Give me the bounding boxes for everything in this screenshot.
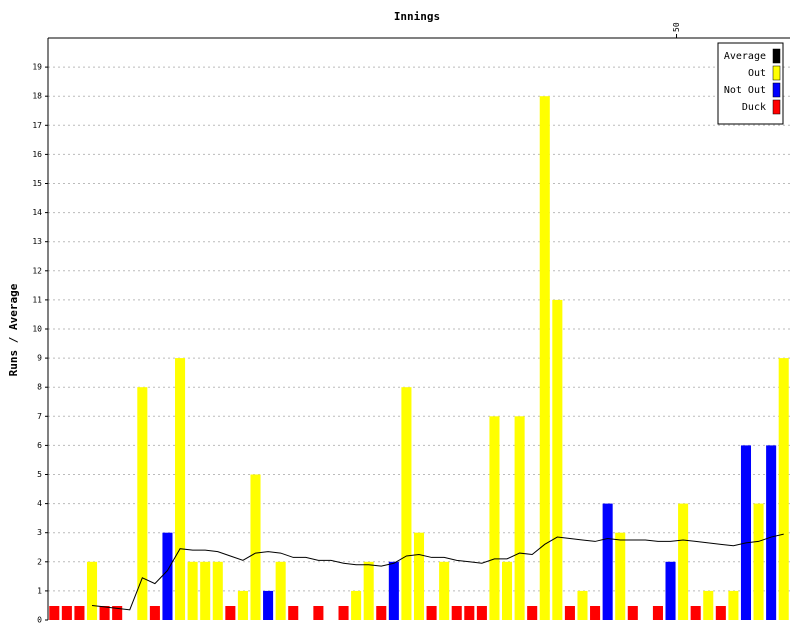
legend-swatch <box>772 65 781 81</box>
legend-swatch <box>772 99 781 115</box>
bar <box>627 606 638 620</box>
bar <box>175 358 186 620</box>
bar <box>351 590 362 620</box>
bar <box>652 606 663 620</box>
bar <box>200 561 211 620</box>
y-axis-label: Runs / Average <box>7 283 20 376</box>
bar <box>564 606 575 620</box>
bar <box>740 445 752 620</box>
bar <box>225 606 236 620</box>
bar <box>74 606 85 620</box>
bar <box>426 606 437 620</box>
bar <box>263 590 274 620</box>
legend-label: Out <box>748 68 766 79</box>
legend-label: Not Out <box>724 85 766 96</box>
y-tick-label: 8 <box>37 383 42 392</box>
bar <box>162 532 173 620</box>
y-tick-label: 13 <box>32 237 42 246</box>
y-tick-label: 18 <box>32 92 42 101</box>
y-tick-label: 12 <box>32 266 42 275</box>
bar <box>338 606 349 620</box>
y-tick-label: 19 <box>32 63 42 72</box>
bar <box>61 606 72 620</box>
bar <box>577 590 588 620</box>
legend-box <box>717 42 784 125</box>
bar <box>615 532 626 620</box>
bar <box>376 606 387 620</box>
chart-title: Innings <box>394 10 440 23</box>
bar <box>690 606 701 620</box>
bar <box>451 606 462 620</box>
bar <box>112 606 123 620</box>
bar <box>401 387 412 620</box>
legend-label: Duck <box>742 102 766 113</box>
y-tick-label: 2 <box>37 557 42 566</box>
y-tick-label: 5 <box>37 470 42 479</box>
x-tick-label: 50 <box>672 22 681 32</box>
y-tick-label: 16 <box>32 150 42 159</box>
bar <box>363 561 374 620</box>
bar <box>49 606 60 620</box>
bar <box>778 358 789 620</box>
bar <box>464 606 475 620</box>
legend-swatch <box>772 48 781 64</box>
legend-label: Average <box>724 51 766 62</box>
y-tick-label: 11 <box>32 295 42 304</box>
bar <box>388 561 399 620</box>
y-tick-label: 0 <box>37 616 42 625</box>
bar <box>514 416 525 620</box>
bar <box>527 606 538 620</box>
bar <box>275 561 286 620</box>
bar <box>552 299 563 620</box>
bar <box>237 590 248 620</box>
legend-swatch <box>772 82 781 98</box>
bar <box>99 606 110 620</box>
y-tick-label: 6 <box>37 441 42 450</box>
bar <box>187 561 198 620</box>
bar <box>413 532 425 620</box>
bar <box>86 561 98 620</box>
y-tick-label: 17 <box>32 121 42 130</box>
bar <box>728 590 739 620</box>
bar <box>539 96 550 620</box>
y-tick-label: 4 <box>37 499 42 508</box>
bar <box>250 474 261 620</box>
y-tick-label: 9 <box>37 354 42 363</box>
bar <box>753 503 764 620</box>
bar <box>149 606 160 620</box>
y-tick-label: 3 <box>37 528 42 537</box>
bar <box>313 606 324 620</box>
bar <box>476 606 487 620</box>
bar <box>766 445 777 620</box>
bar <box>439 561 450 620</box>
bar <box>665 561 676 620</box>
bar <box>489 416 500 620</box>
bar <box>703 590 714 620</box>
bar <box>137 387 148 620</box>
y-tick-label: 1 <box>37 586 42 595</box>
bar <box>678 503 689 620</box>
bar <box>590 606 601 620</box>
y-tick-label: 7 <box>37 412 42 421</box>
bar <box>715 606 726 620</box>
bar <box>288 606 299 620</box>
y-tick-label: 15 <box>32 179 42 188</box>
bar <box>212 561 223 620</box>
y-tick-label: 10 <box>32 325 42 334</box>
bar <box>502 561 513 620</box>
y-tick-label: 14 <box>32 208 42 217</box>
average-line <box>91 533 784 611</box>
bar <box>602 503 613 620</box>
